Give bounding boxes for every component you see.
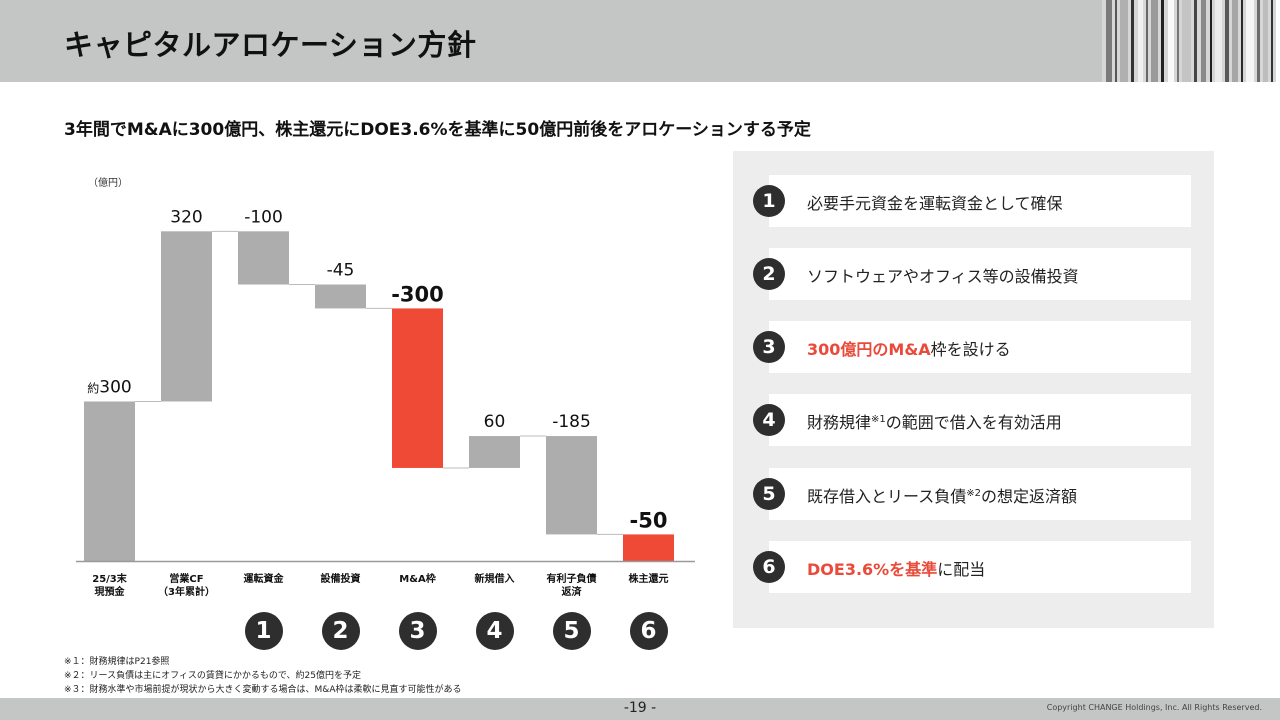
policy-panel: 1 必要手元資金を運転資金として確保 2 ソフトウェアやオフィス等の設備投資 3…	[733, 151, 1214, 628]
policy-text-pre: 既存借入とリース負債	[807, 487, 967, 506]
footnote-1: ※１：財務規律はP21参照	[64, 657, 170, 667]
step-circle-6: 6	[629, 612, 668, 650]
header-bar: キャピタルアロケーション方針	[0, 0, 1280, 82]
policy-item-1: 1 必要手元資金を運転資金として確保	[753, 175, 1191, 227]
value-number: -45	[327, 260, 355, 280]
barcode-decoration	[1102, 0, 1280, 82]
value-label-7: -185	[552, 412, 591, 432]
value-number: 320	[170, 207, 202, 227]
highlight-text: DOE3.6%を基準	[807, 560, 938, 579]
category-label-1: 25/3末	[92, 572, 128, 585]
value-label-2: 320	[170, 207, 202, 227]
policy-text: 既存借入とリース負債※2の想定返済額	[807, 483, 1077, 507]
policy-text: 財務規律※1の範囲で借入を有効活用	[807, 409, 1062, 433]
category-label-2: 営業CF	[169, 572, 203, 585]
category-label-7: 有利子負債	[547, 572, 597, 585]
value-prefix: 約	[87, 380, 99, 395]
category-label-5: M&A枠	[399, 572, 435, 585]
number-badge: 2	[753, 258, 785, 290]
value-number: -50	[630, 508, 668, 532]
step-circle-1: 1	[244, 612, 283, 650]
value-label-1: 約300	[87, 377, 131, 397]
unit-label: （億円）	[88, 176, 128, 189]
footnote-2: ※２：リース負債は主にオフィスの賃貸にかかるもので、約25億円を予定	[64, 671, 362, 681]
policy-text: ソフトウェアやオフィス等の設備投資	[807, 267, 1079, 286]
bar-4	[315, 284, 366, 309]
category-label-6: 新規借入	[475, 572, 515, 585]
number-badge: 4	[753, 404, 785, 436]
slide-subtitle: 3年間でM&Aに300億円、株主還元にDOE3.6%を基準に50億円前後をアロケ…	[64, 120, 811, 140]
bar-5	[392, 308, 443, 468]
footnote-3: ※３：財務水準や市場前提が現状から大きく変動する場合は、M&A枠は柔軟に見直す可…	[64, 685, 462, 695]
page-number: -19 -	[623, 700, 657, 716]
value-label-5: -300	[391, 282, 444, 306]
policy-text-rest: 枠を設ける	[930, 340, 1011, 359]
page-title: キャピタルアロケーション方針	[64, 28, 477, 62]
number-badge: 6	[753, 551, 785, 583]
policy-text: 必要手元資金を運転資金として確保	[807, 194, 1063, 213]
bar-2	[161, 231, 212, 402]
bar-7	[546, 436, 597, 535]
copyright: Copyright CHANGE Holdings, Inc. All Righ…	[1046, 703, 1262, 712]
footnote-ref: ※1	[871, 414, 886, 425]
value-number: -100	[244, 207, 283, 227]
step-circle-3: 3	[398, 612, 437, 650]
number-badge: 1	[753, 185, 785, 217]
policy-text: DOE3.6%を基準に配当	[807, 556, 985, 580]
footer-bar: -19 - Copyright CHANGE Holdings, Inc. Al…	[0, 698, 1280, 720]
category-label-2: （3年累計）	[158, 585, 215, 598]
policy-text-rest: に配当	[937, 560, 986, 579]
footnote-ref: ※2	[966, 488, 981, 499]
bar-6	[469, 436, 520, 468]
step-circle-2: 2	[321, 612, 360, 650]
value-label-4: -45	[327, 260, 355, 280]
highlight-text: 300億円のM&A	[807, 340, 931, 359]
category-label-7: 返済	[562, 585, 583, 598]
value-label-6: 60	[484, 412, 506, 432]
value-label-3: -100	[244, 207, 283, 227]
step-circle-5: 5	[552, 612, 591, 650]
category-label-4: 設備投資	[321, 572, 361, 585]
value-number: 60	[484, 412, 506, 432]
policy-item-2: 2 ソフトウェアやオフィス等の設備投資	[753, 248, 1191, 300]
value-number: 300	[99, 377, 131, 397]
policy-text-pre: 財務規律	[807, 413, 872, 432]
number-badge: 3	[753, 331, 785, 363]
category-label-1: 現預金	[95, 585, 126, 598]
policy-text-rest: の想定返済額	[980, 487, 1077, 506]
value-label-8: -50	[630, 508, 668, 532]
category-label-3: 運転資金	[244, 572, 285, 585]
category-label-8: 株主還元	[629, 572, 669, 585]
policy-item-4: 4 財務規律※1の範囲で借入を有効活用	[753, 394, 1191, 446]
bar-1	[84, 401, 135, 561]
policy-item-6: 6 DOE3.6%を基準に配当	[753, 541, 1191, 593]
policy-text-rest: の範囲で借入を有効活用	[885, 413, 1062, 432]
number-badge: 5	[753, 478, 785, 510]
bar-3	[238, 231, 289, 285]
step-circle-4: 4	[475, 612, 514, 650]
value-number: -300	[391, 282, 444, 306]
value-number: -185	[552, 412, 591, 432]
policy-item-3: 3 300億円のM&A枠を設ける	[753, 321, 1191, 373]
policy-text: 300億円のM&A枠を設ける	[807, 336, 1011, 360]
bar-8	[623, 534, 674, 561]
footnotes: ※１：財務規律はP21参照 ※２：リース負債は主にオフィスの賃貸にかかるもので、…	[64, 655, 461, 697]
policy-item-5: 5 既存借入とリース負債※2の想定返済額	[753, 468, 1191, 520]
